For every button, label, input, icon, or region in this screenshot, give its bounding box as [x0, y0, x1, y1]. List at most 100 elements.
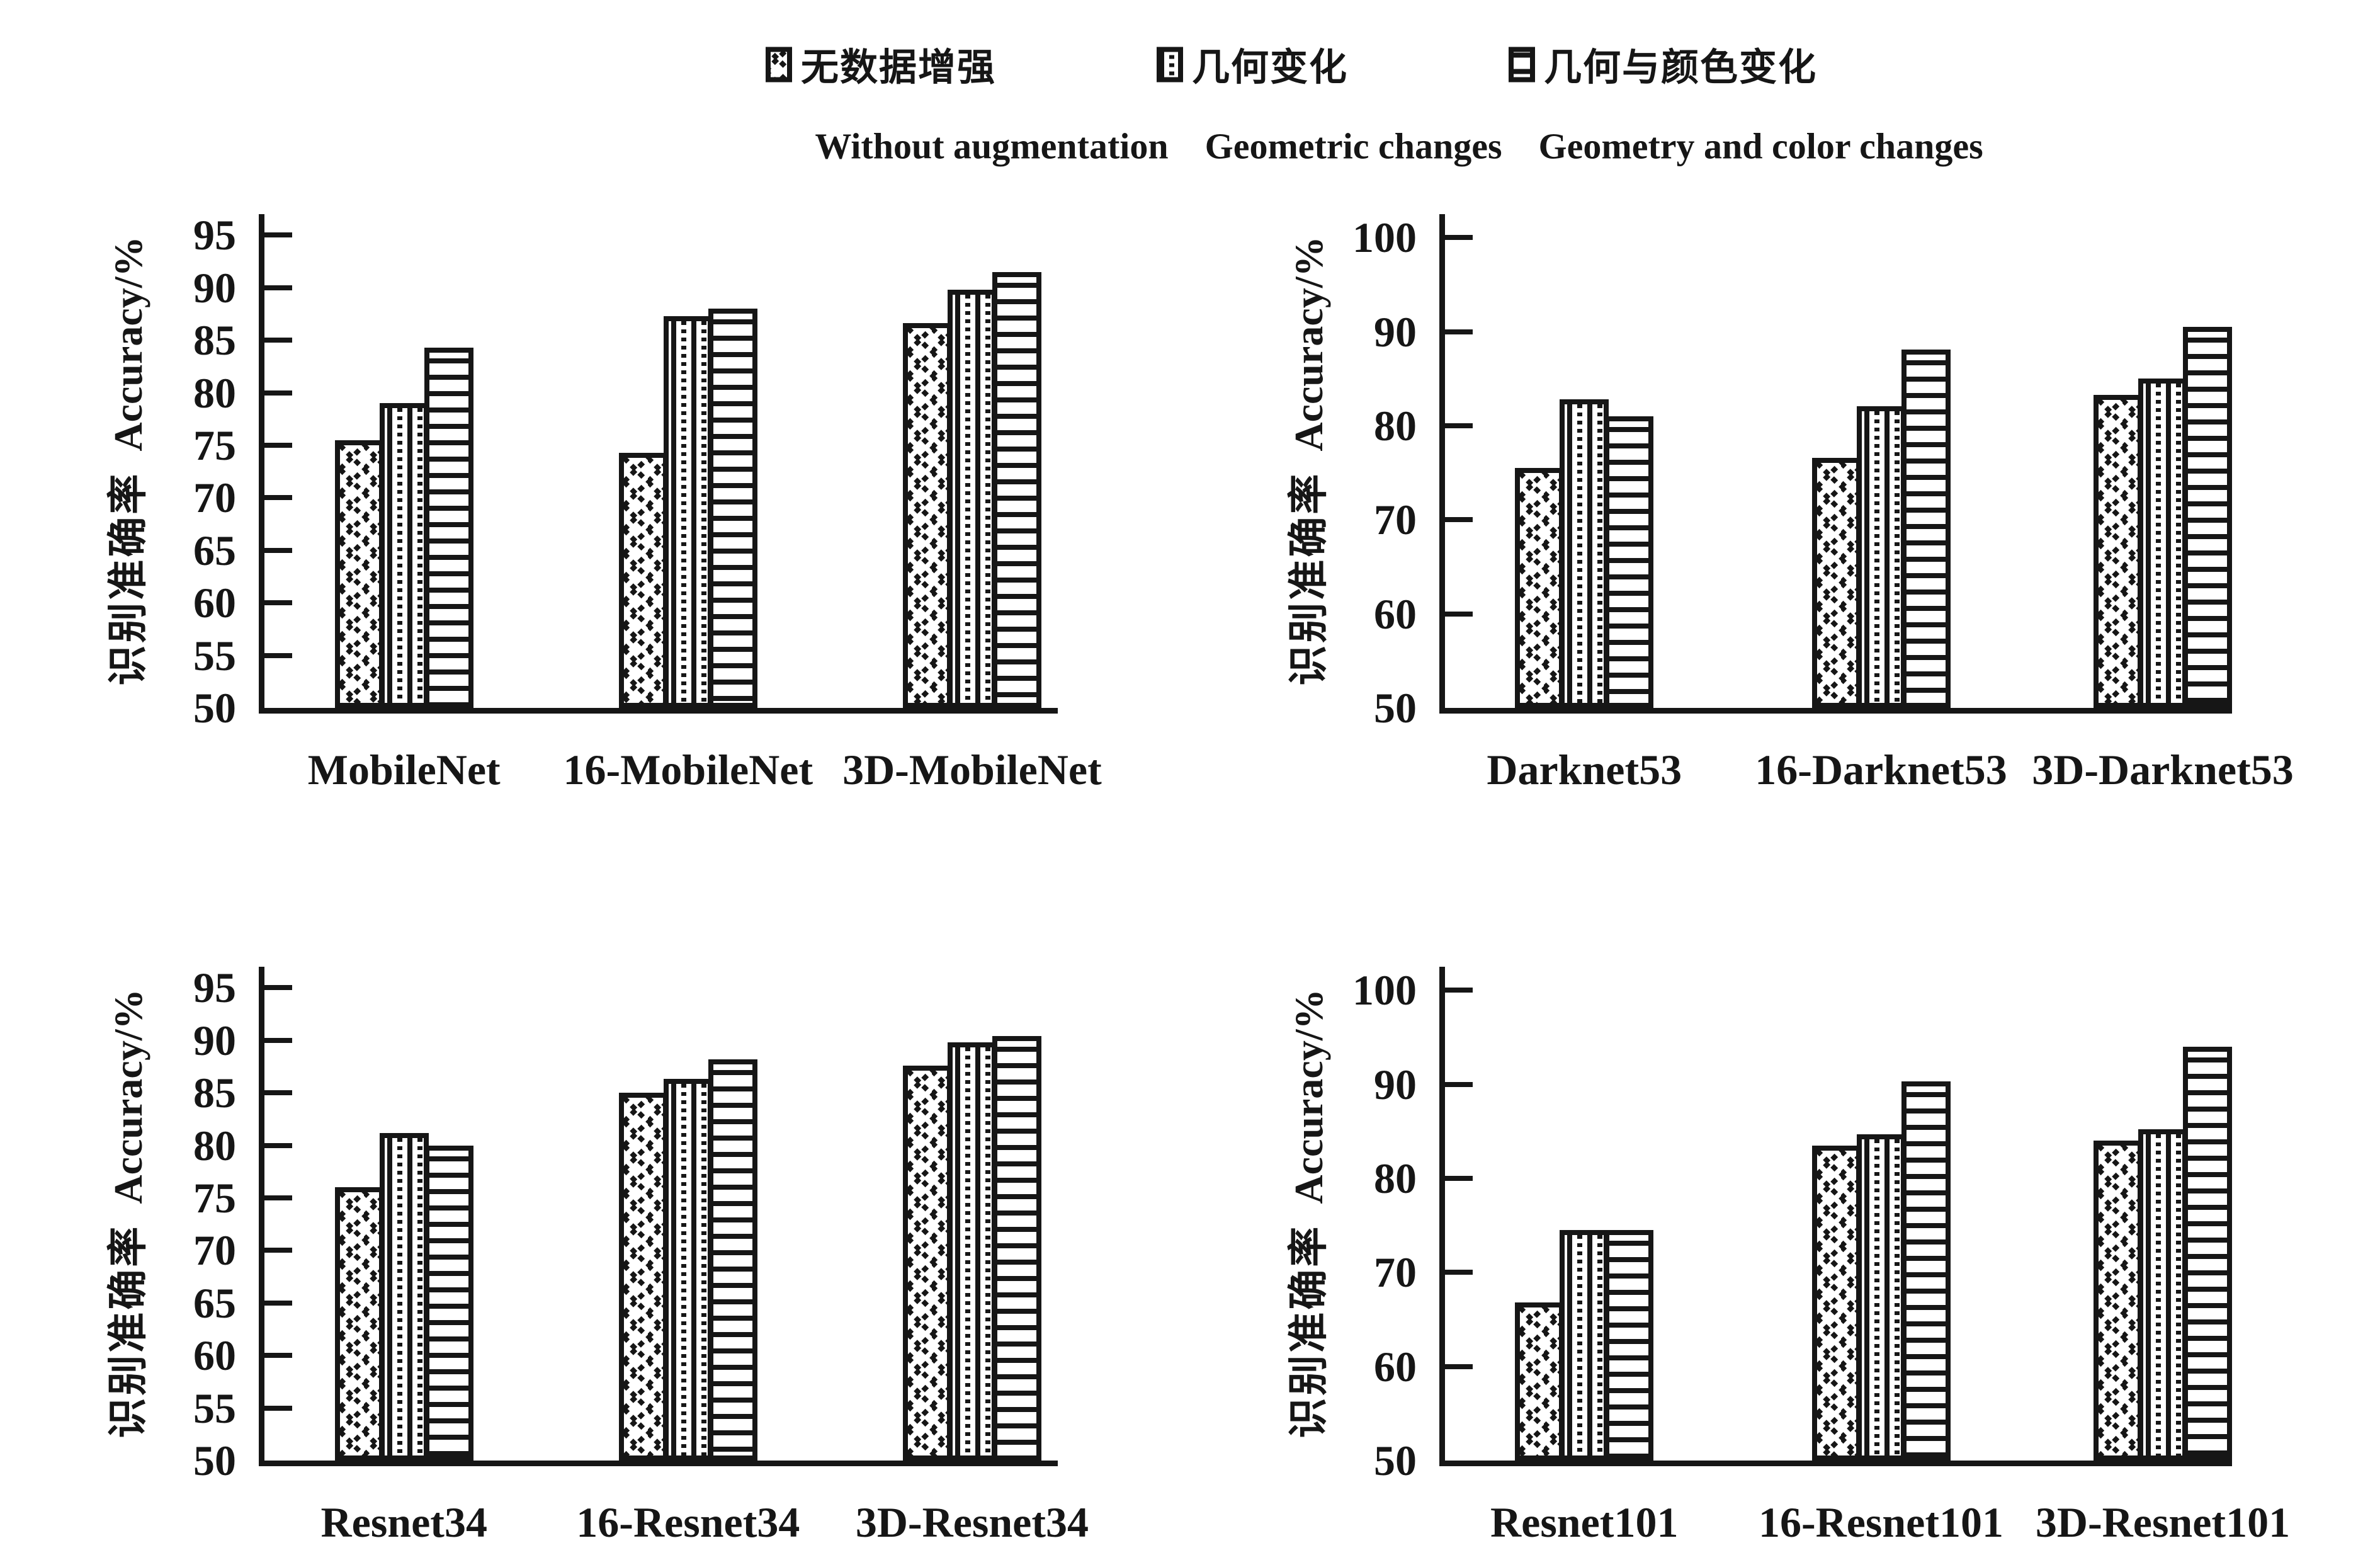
x-axis-line — [259, 708, 1058, 714]
y-axis-title-zh: 识别准确率 — [105, 471, 152, 686]
chart-resnet101: 100 90 80 70 60 50 识别准确率 Accuracy/% Resnet101 16… — [1234, 960, 2355, 1555]
y-axis-title-en: Accuracy/% — [106, 236, 150, 452]
bar-geometry-color-changes — [1604, 416, 1653, 708]
y-tick — [1445, 1270, 1473, 1275]
y-tick — [264, 547, 292, 553]
chart-resnet34: 95 90 85 80 75 70 65 60 55 50 识别准确率 Accuracy/% Resn… — [38, 960, 1108, 1555]
diagonal-hatch-fill — [908, 1071, 947, 1455]
y-tick — [1445, 517, 1473, 523]
bar-geometry-color-changes — [708, 309, 757, 708]
y-tick — [1445, 1081, 1473, 1087]
horizontal-lines-fill — [429, 1151, 468, 1455]
bar-geometry-color-changes — [992, 272, 1041, 708]
horizontal-lines-fill — [1609, 421, 1648, 703]
y-tick-label: 90 — [193, 1016, 236, 1064]
y-tick-label: 50 — [1374, 1437, 1417, 1484]
category-label: 16-Resnet101 — [1758, 1498, 2004, 1546]
y-axis-title-en: Accuracy/% — [1286, 989, 1331, 1204]
bar-without-augmentation — [903, 323, 952, 708]
y-tick-label: 90 — [1374, 307, 1417, 356]
horizontal-lines-fill — [2188, 332, 2227, 703]
y-axis-title: 识别准确率 Accuracy/% — [1276, 236, 1334, 685]
y-tick — [264, 390, 292, 396]
horizontal-lines-fill — [713, 1064, 752, 1455]
legend-label-zh: 几何变化 — [1192, 45, 1348, 90]
y-tick-label: 80 — [1374, 1154, 1417, 1202]
category-label: 16-Darknet53 — [1755, 746, 2007, 794]
y-tick — [264, 285, 292, 290]
chart-mobilenet: 95 90 85 80 75 70 65 60 55 50 识别准确率 Accuracy/% Mobi… — [38, 208, 1108, 926]
vertical-lines-fill — [1565, 1235, 1604, 1455]
horizontal-lines-fill — [429, 353, 468, 703]
y-axis-line — [1439, 214, 1445, 708]
bar-geometric-changes — [2138, 1129, 2187, 1461]
horizontal-lines-fill — [1907, 1086, 1946, 1455]
y-tick — [1445, 423, 1473, 428]
y-tick — [264, 1142, 292, 1148]
y-tick — [264, 1248, 292, 1253]
y-tick-label: 70 — [193, 1226, 236, 1275]
bar-geometric-changes — [380, 1133, 429, 1461]
horizontal-lines-fill — [1907, 355, 1946, 703]
y-tick-label: 50 — [193, 1437, 236, 1484]
category-label: Resnet101 — [1490, 1498, 1679, 1546]
y-tick — [1445, 611, 1473, 617]
vertical-lines-fill — [2143, 384, 2182, 703]
y-tick-label: 60 — [193, 1331, 236, 1380]
chart-darknet53: 100 90 80 70 60 50 识别准确率 Accuracy/% Darknet53 16… — [1234, 208, 2355, 926]
y-tick-label: 75 — [193, 421, 236, 469]
bar-geometric-changes — [948, 290, 997, 708]
bar-geometry-color-changes — [708, 1059, 757, 1461]
bar-without-augmentation — [1515, 1302, 1564, 1461]
vertical-lines-fill — [953, 1047, 992, 1455]
bar-without-augmentation — [335, 1187, 384, 1461]
vertical-lines-fill — [1862, 411, 1901, 703]
y-tick-label: 75 — [193, 1173, 236, 1222]
bar-geometric-changes — [380, 403, 429, 708]
y-tick — [264, 1353, 292, 1358]
y-tick — [264, 442, 292, 448]
y-axis-title: 识别准确率 Accuracy/% — [96, 236, 154, 685]
y-tick — [264, 232, 292, 238]
y-tick — [264, 652, 292, 658]
y-tick — [1445, 1176, 1473, 1181]
y-tick-label: 70 — [1374, 1248, 1417, 1297]
bar-without-augmentation — [2094, 1141, 2143, 1461]
legend-item-geometry-color-changes: 几何与颜色变化 — [1509, 37, 1817, 92]
y-tick — [264, 600, 292, 606]
diagonal-hatch-fill — [1817, 463, 1856, 703]
y-tick-label: 90 — [1374, 1060, 1417, 1108]
bar-geometric-changes — [1560, 1230, 1609, 1461]
horizontal-lines-swatch-icon — [1509, 47, 1535, 82]
y-tick — [264, 985, 292, 991]
y-axis-title-en: Accuracy/% — [106, 989, 150, 1204]
category-label: 3D-MobileNet — [842, 746, 1102, 794]
y-tick — [264, 1090, 292, 1096]
y-tick — [264, 338, 292, 343]
bar-without-augmentation — [903, 1066, 952, 1461]
legend: 无数据增强 几何变化 几何与颜色变化 — [766, 37, 1817, 92]
legend-label-zh: 无数据增强 — [801, 45, 996, 90]
y-tick-label: 100 — [1352, 966, 1417, 1015]
y-tick-label: 95 — [193, 211, 236, 259]
y-tick-label: 80 — [1374, 402, 1417, 450]
y-tick — [264, 1300, 292, 1306]
category-label: Resnet34 — [320, 1498, 487, 1546]
y-tick-label: 100 — [1352, 214, 1417, 262]
y-tick-label: 50 — [1374, 684, 1417, 732]
y-tick-label: 65 — [193, 526, 236, 574]
x-axis-line — [1439, 708, 2232, 714]
diagonal-hatch-fill — [1520, 1307, 1559, 1455]
bar-without-augmentation — [619, 453, 668, 708]
y-tick-label: 50 — [193, 684, 236, 732]
bar-geometry-color-changes — [1901, 350, 1951, 708]
y-tick — [264, 1195, 292, 1200]
diagonal-hatch-fill — [2099, 1146, 2138, 1455]
x-axis-line — [259, 1461, 1058, 1466]
bar-geometric-changes — [664, 316, 713, 708]
diagonal-hatch-fill — [2099, 400, 2138, 703]
y-tick-label: 85 — [193, 316, 236, 365]
bar-geometry-color-changes — [2183, 327, 2232, 708]
y-axis-line — [259, 214, 264, 708]
